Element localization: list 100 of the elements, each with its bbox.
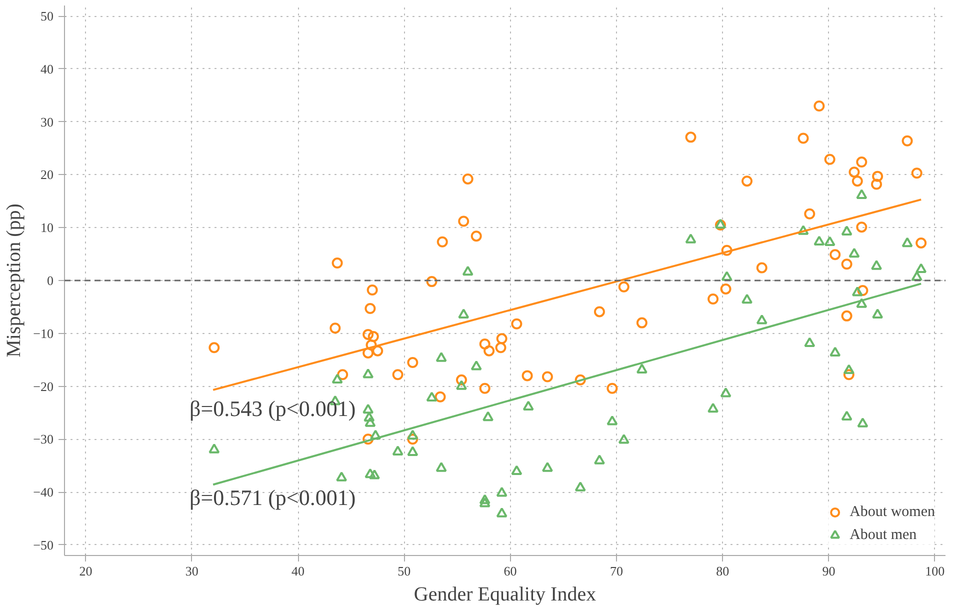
x-tick-label: 90 (822, 564, 836, 578)
point (479, 382, 490, 394)
point (436, 352, 447, 362)
x-tick-label: 70 (610, 564, 623, 578)
point (470, 230, 482, 242)
point (830, 346, 841, 357)
point (841, 410, 852, 421)
point (756, 314, 768, 324)
legend-label: About women (850, 504, 935, 520)
point (462, 173, 474, 184)
x-tick-label: 50 (398, 564, 411, 578)
y-tick-label: 10 (40, 220, 54, 236)
point (522, 400, 534, 410)
point (436, 236, 448, 248)
x-tick-label: 80 (716, 564, 730, 578)
y-tick-label: −50 (33, 537, 54, 552)
point (594, 306, 605, 318)
point (479, 494, 490, 504)
point (911, 271, 922, 281)
point (362, 347, 374, 358)
point (479, 497, 490, 508)
point (824, 154, 836, 165)
y-axis-title: Misperception (pp) (3, 204, 26, 358)
point (208, 342, 220, 354)
point (916, 263, 927, 273)
point (742, 294, 753, 304)
point (496, 333, 508, 344)
point (814, 236, 825, 246)
x-tick-label: 30 (185, 564, 198, 578)
point (594, 454, 605, 464)
point (362, 434, 374, 445)
point (496, 486, 508, 497)
point (856, 298, 868, 308)
point (332, 374, 343, 384)
point (436, 462, 447, 472)
point (368, 331, 379, 342)
point (902, 135, 913, 146)
point (364, 303, 376, 314)
point (606, 382, 618, 394)
y-tick-label: 40 (40, 61, 54, 76)
point (742, 176, 753, 187)
point (458, 308, 470, 318)
x-axis-title: Gender Equality Index (414, 584, 596, 606)
point (843, 369, 854, 380)
y-tick-label: 50 (40, 8, 54, 24)
point (814, 100, 825, 112)
point (362, 328, 374, 340)
y-tick-label: 20 (40, 167, 54, 182)
annotation: β=0.571 (p<0.001) (190, 485, 356, 510)
point (407, 434, 418, 445)
point (708, 294, 719, 304)
point (456, 380, 467, 390)
point (462, 266, 474, 276)
point (856, 222, 868, 233)
point (830, 249, 841, 260)
point (364, 417, 376, 427)
point (426, 392, 438, 402)
point (804, 208, 816, 220)
point (407, 446, 418, 456)
point (434, 391, 446, 402)
y-tick-label: −30 (33, 432, 54, 447)
annotation: β=0.543 (p<0.001) (190, 396, 356, 421)
point (798, 225, 809, 235)
point (511, 465, 522, 476)
y-tick-label: 30 (40, 114, 54, 130)
point (857, 285, 868, 296)
x-tick-label: 100 (925, 564, 945, 578)
x-tick-label: 20 (79, 564, 92, 578)
point (496, 508, 508, 518)
point (856, 156, 868, 168)
point (685, 234, 696, 244)
point (872, 308, 884, 318)
point (392, 446, 404, 456)
point (685, 132, 696, 143)
y-tick-label: −40 (33, 484, 54, 500)
point (843, 364, 854, 374)
point (542, 371, 553, 382)
point (482, 411, 494, 422)
point (606, 416, 618, 426)
point (392, 369, 404, 380)
point (426, 276, 438, 288)
point (824, 236, 836, 246)
point (337, 369, 348, 380)
point (574, 374, 586, 386)
point (804, 337, 816, 348)
point (756, 262, 768, 274)
point (484, 345, 495, 356)
point (852, 176, 863, 187)
point (798, 132, 809, 144)
point (362, 368, 374, 378)
point (332, 258, 343, 269)
point (208, 444, 220, 454)
point (911, 168, 922, 179)
point (364, 468, 376, 478)
legend-label: About men (850, 526, 917, 544)
point (848, 166, 860, 178)
point (574, 482, 586, 492)
point (366, 284, 378, 296)
point (721, 244, 732, 256)
point (636, 364, 648, 374)
